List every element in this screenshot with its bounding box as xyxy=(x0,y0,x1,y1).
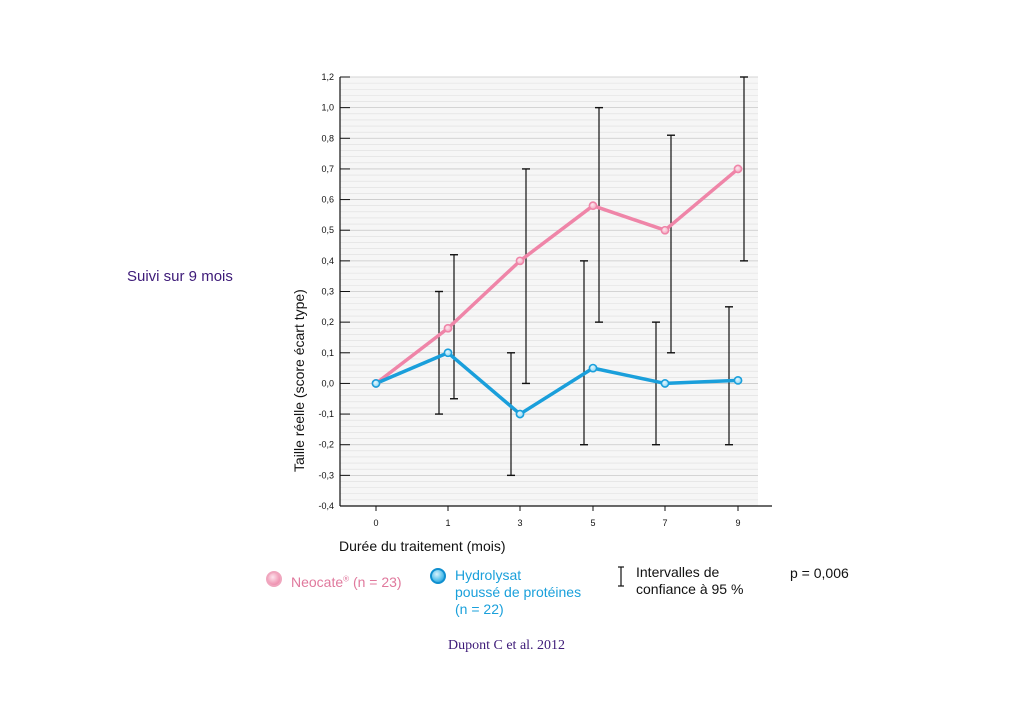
data-point-neocate xyxy=(515,256,525,266)
y-tick-label: 1,2 xyxy=(321,72,334,82)
error-bar xyxy=(522,168,530,385)
y-tick-label: 1,0 xyxy=(321,103,334,113)
legend-line: Hydrolysat xyxy=(455,567,522,583)
data-point-hydrolysat xyxy=(588,363,598,373)
error-bar xyxy=(595,106,603,323)
y-tick-label: 0,3 xyxy=(321,287,334,297)
y-tick-label: 0,1 xyxy=(321,348,334,358)
legend-line: poussé de protéines xyxy=(455,584,582,600)
x-tick-label: 9 xyxy=(735,518,740,528)
x-tick-label: 5 xyxy=(590,518,595,528)
y-tick-label: 0,7 xyxy=(321,164,334,174)
data-point-hydrolysat xyxy=(443,348,453,358)
legend-n-neocate: (n = 23) xyxy=(349,573,402,590)
side-title: Suivi sur 9 mois xyxy=(127,268,233,285)
legend-marker-neocate xyxy=(266,571,282,587)
registered-mark: ® xyxy=(343,574,350,583)
legend-line: confiance à 95 % xyxy=(636,581,744,597)
data-point-neocate xyxy=(588,201,598,211)
series-line-neocate xyxy=(374,167,740,385)
legend-item-confidence-interval: Intervalles de confiance à 95 % xyxy=(616,564,743,598)
legend-item-neocate: Neocate® (n = 23) xyxy=(266,570,402,591)
y-tick-label: 0,8 xyxy=(321,133,334,143)
x-axis-label: Durée du traitement (mois) xyxy=(339,538,506,554)
data-point-neocate xyxy=(733,164,743,174)
y-tick-label: -0,1 xyxy=(318,409,334,419)
y-tick-label: -0,4 xyxy=(318,501,334,511)
legend-item-hydrolysat: Hydrolysat poussé de protéines (n = 22) xyxy=(430,567,581,618)
data-point-hydrolysat xyxy=(515,409,525,419)
error-bar xyxy=(507,352,515,477)
y-tick-label: 0,2 xyxy=(321,317,334,327)
error-bar xyxy=(725,306,733,446)
y-tick-label: 0,4 xyxy=(321,256,334,266)
error-bar xyxy=(740,76,748,262)
data-point-hydrolysat xyxy=(371,379,381,388)
citation: Dupont C et al. 2012 xyxy=(448,638,566,653)
error-bar xyxy=(667,134,675,354)
error-bar xyxy=(450,254,458,400)
legend-line: (n = 22) xyxy=(455,601,504,617)
series-line-hydrolysat xyxy=(375,351,739,416)
x-tick-label: 7 xyxy=(662,518,667,528)
error-bar xyxy=(580,260,588,446)
legend-label-neocate: Neocate xyxy=(291,573,344,590)
error-bar xyxy=(435,290,443,415)
y-tick-label: 0,0 xyxy=(321,378,334,388)
y-tick-label: -0,2 xyxy=(318,440,334,450)
error-bar xyxy=(652,321,660,446)
legend-line: Intervalles de xyxy=(636,564,720,580)
x-tick-label: 1 xyxy=(445,518,450,528)
data-point-neocate xyxy=(660,225,670,235)
y-axis-label: Taille réelle (score écart type) xyxy=(291,289,307,472)
y-tick-label: 0,6 xyxy=(321,195,334,205)
y-tick-label: -0,3 xyxy=(318,470,334,480)
x-tick-label: 3 xyxy=(517,518,522,528)
p-value: p = 0,006 xyxy=(790,565,849,581)
data-point-hydrolysat xyxy=(660,379,670,388)
y-tick-label: 0,5 xyxy=(321,225,334,235)
error-bar-icon xyxy=(618,566,624,587)
data-point-neocate xyxy=(443,323,453,333)
data-point-hydrolysat xyxy=(733,375,743,385)
x-tick-label: 0 xyxy=(373,518,378,528)
legend-marker-hydrolysat xyxy=(430,568,446,584)
